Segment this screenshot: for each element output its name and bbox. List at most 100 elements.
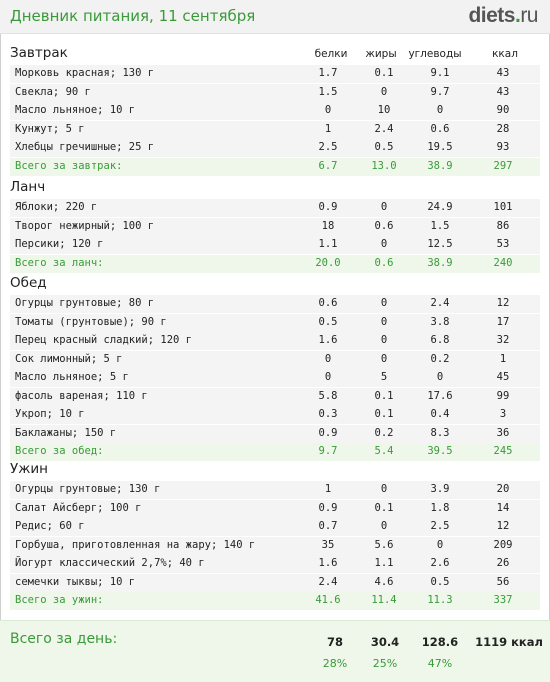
food-protein: 5.8: [318, 389, 338, 402]
total-kcal: 245: [493, 445, 513, 457]
day-protein-percent: 28%: [322, 657, 348, 670]
food-kcal: 28: [496, 122, 510, 135]
food-fat: 2.4: [374, 122, 394, 135]
food-row[interactable]: Огурцы грунтовые; 130 г 1 0 3.9 20: [10, 481, 540, 499]
food-protein: 0: [324, 371, 332, 383]
food-carbs: 0.6: [430, 122, 450, 135]
food-name: Хлебцы гречишные; 25 г: [15, 141, 155, 153]
food-row[interactable]: Яблоки; 220 г 0.9 0 24.9 101: [10, 199, 540, 217]
day-total: Всего за день: 78 30.4 128.6 1119 ккал 2…: [0, 620, 550, 682]
food-protein: 0: [324, 352, 332, 365]
food-row[interactable]: Укроп; 10 г 0.3 0.1 0.4 3: [10, 406, 540, 424]
total-carbs: 38.9: [427, 256, 453, 269]
food-row[interactable]: Редис; 60 г 0.7 0 2.5 12: [10, 518, 540, 536]
food-kcal: 12: [496, 520, 510, 532]
food-carbs: 24.9: [427, 201, 453, 213]
food-kcal: 17: [496, 315, 510, 328]
total-fat: 11.4: [371, 594, 397, 606]
day-total-kcal: 1119 ккал: [475, 635, 543, 649]
food-kcal: 93: [496, 141, 510, 153]
food-fat: 5.6: [374, 538, 394, 551]
food-protein: 0.6: [318, 297, 338, 309]
food-row[interactable]: Персики; 120 г 1.1 0 12.5 53: [10, 236, 540, 254]
food-name: Огурцы грунтовые; 80 г: [15, 297, 155, 309]
food-fat: 0: [380, 201, 388, 213]
food-protein: 1: [324, 483, 332, 495]
food-protein: 2.4: [318, 575, 338, 588]
food-protein: 35: [321, 538, 335, 551]
food-kcal: 53: [496, 238, 510, 250]
food-row[interactable]: Творог нежирный; 100 г 18 0.6 1.5 86: [10, 217, 540, 236]
food-carbs: 19.5: [427, 141, 453, 153]
food-kcal: 26: [496, 557, 510, 569]
food-kcal: 101: [493, 201, 513, 213]
food-fat: 0: [380, 520, 388, 532]
total-fat: 0.6: [374, 256, 394, 269]
food-row[interactable]: Салат Айсберг; 100 г 0.9 0.1 1.8 14: [10, 499, 540, 518]
total-kcal: 240: [493, 256, 513, 269]
food-row[interactable]: семечки тыквы; 10 г 2.4 4.6 0.5 56: [10, 573, 540, 592]
total-fat: 5.4: [374, 445, 394, 457]
food-row[interactable]: Томаты (грунтовые); 90 г 0.5 0 3.8 17: [10, 313, 540, 332]
food-fat: 0.1: [374, 408, 394, 420]
food-protein: 1.5: [318, 85, 338, 98]
food-protein: 0.7: [318, 520, 338, 532]
food-kcal: 14: [496, 501, 510, 514]
food-fat: 1.1: [374, 557, 394, 569]
food-kcal: 12: [496, 297, 510, 309]
food-fat: 5: [380, 371, 388, 383]
logo-dot: .: [514, 4, 521, 27]
meal-total-label: Всего за ужин:: [15, 594, 104, 606]
food-fat: 0.1: [374, 67, 394, 79]
food-name: Горбуша, приготовленная на жару; 140 г: [15, 538, 256, 551]
food-fat: 0.6: [374, 219, 394, 232]
food-row[interactable]: Свекла; 90 г 1.5 0 9.7 43: [10, 83, 540, 102]
day-total-carbs: 128.6: [421, 635, 459, 649]
food-row[interactable]: Морковь красная; 130 г 1.7 0.1 9.1 43: [10, 65, 540, 83]
logo-main: diets: [468, 4, 515, 27]
food-name: Перец красный сладкий; 120 г: [15, 334, 193, 346]
food-name: Свекла; 90 г: [15, 85, 91, 98]
food-row[interactable]: Хлебцы гречишные; 25 г 2.5 0.5 19.5 93: [10, 139, 540, 157]
day-fat-percent: 25%: [372, 657, 398, 670]
food-name: Масло льняное; 5 г: [15, 371, 129, 383]
column-header-kcal: ккал: [492, 48, 518, 60]
food-kcal: 43: [496, 85, 510, 98]
food-name: фасоль вареная; 110 г: [15, 389, 148, 402]
food-kcal: 99: [496, 389, 510, 402]
food-kcal: 90: [496, 104, 510, 116]
total-kcal: 297: [493, 159, 513, 172]
food-row[interactable]: Масло льняное; 10 г 0 10 0 90: [10, 102, 540, 120]
food-name: Баклажаны; 150 г: [15, 426, 117, 439]
food-row[interactable]: Кунжут; 5 г 1 2.4 0.6 28: [10, 120, 540, 139]
page-title: Дневник питания, 11 сентября: [10, 7, 256, 25]
food-row[interactable]: Йогурт классический 2,7%; 40 г 1.6 1.1 2.6 2…: [10, 555, 540, 573]
food-row[interactable]: Масло льняное; 5 г 0 5 0 45: [10, 369, 540, 387]
food-name: Салат Айсберг; 100 г: [15, 501, 142, 514]
food-carbs: 3.9: [430, 483, 450, 495]
food-carbs: 6.8: [430, 334, 450, 346]
food-protein: 0: [324, 104, 332, 116]
food-carbs: 1.8: [430, 501, 450, 514]
food-protein: 2.5: [318, 141, 338, 153]
food-carbs: 0.2: [430, 352, 450, 365]
food-row[interactable]: Перец красный сладкий; 120 г 1.6 0 6.8 32: [10, 332, 540, 350]
food-fat: 0.2: [374, 426, 394, 439]
column-header-carbs: углеводы: [408, 48, 462, 60]
food-row[interactable]: фасоль вареная; 110 г 5.8 0.1 17.6 99: [10, 387, 540, 406]
food-name: Сок лимонный; 5 г: [15, 352, 123, 365]
food-name: Масло льняное; 10 г: [15, 104, 136, 116]
total-kcal: 337: [493, 594, 513, 606]
food-row[interactable]: Горбуша, приготовленная на жару; 140 г 35…: [10, 536, 540, 555]
food-row[interactable]: Огурцы грунтовые; 80 г 0.6 0 2.4 12: [10, 295, 540, 313]
food-carbs: 2.4: [430, 297, 450, 309]
food-carbs: 8.3: [430, 426, 450, 439]
page-header: Дневник питания, 11 сентября diets.ru: [0, 0, 550, 34]
food-fat: 0.5: [374, 141, 394, 153]
day-total-fat: 30.4: [370, 635, 400, 649]
food-row[interactable]: Баклажаны; 150 г 0.9 0.2 8.3 36: [10, 424, 540, 443]
site-logo[interactable]: diets.ru: [468, 4, 538, 28]
day-total-protein: 78: [326, 635, 343, 649]
food-row[interactable]: Сок лимонный; 5 г 0 0 0.2 1: [10, 350, 540, 369]
food-carbs: 1.5: [430, 219, 450, 232]
